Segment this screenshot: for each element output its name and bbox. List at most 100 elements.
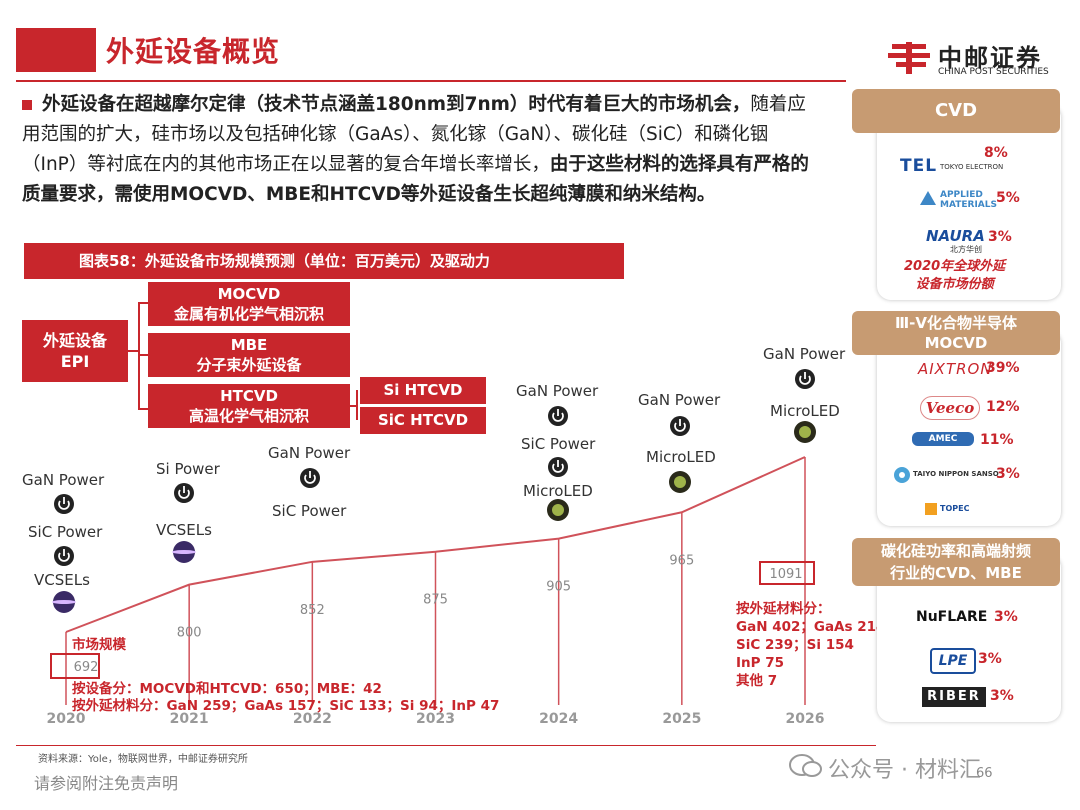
- disclaimer: 请参阅附注免责声明: [34, 774, 179, 793]
- driver-2025-microled: MicroLED: [646, 448, 716, 466]
- china-post-logo-icon: [888, 42, 930, 74]
- topec-logo: TOPEC: [940, 504, 970, 513]
- epi-root-box: 外延设备 EPI: [22, 320, 128, 382]
- anno-2026-line: GaN 402；GaAs 214: [736, 619, 886, 635]
- logo-subtext: CHINA POST SECURITIES: [938, 67, 1049, 77]
- driver-2021-vcsel: VCSELs: [156, 521, 212, 539]
- mocvd-panel: [877, 330, 1061, 526]
- microled-icon: [799, 426, 811, 438]
- driver-2021-si: Si Power: [156, 460, 220, 478]
- x-tick-label: 2020: [47, 711, 86, 727]
- tel-logo: TEL: [900, 156, 938, 176]
- x-tick-label: 2022: [293, 711, 332, 727]
- sic-panel-title-line: 碳化硅功率和高端射频: [880, 542, 1031, 560]
- driver-2026-microled: MicroLED: [770, 402, 840, 420]
- driver-2020-vcsel: VCSELs: [34, 571, 90, 589]
- tree-connector: [138, 408, 148, 410]
- x-tick-label: 2021: [170, 711, 209, 727]
- annotation-by-equipment: 按设备分：MOCVD和HTCVD：650；MBE：42: [72, 681, 382, 697]
- power-icon: [58, 552, 70, 562]
- htcvd-box: HTCVD 高温化学气相沉积: [148, 384, 350, 428]
- anno-2026-line: SiC 239；Si 154: [736, 637, 854, 653]
- power-icon: [178, 489, 190, 499]
- tree-connector: [128, 350, 138, 352]
- chart-caption: 图表58：外延设备市场规模预测（单位：百万美元）及驱动力: [24, 243, 624, 279]
- mocvd-panel-title-line: MOCVD: [924, 334, 988, 352]
- taiyo-nippon-sanso-icon: [894, 467, 910, 483]
- mocvd-panel-title: Ⅲ-Ⅴ化合物半导体 MOCVD: [852, 311, 1060, 355]
- power-icon: [552, 463, 564, 473]
- anno-2026-line: 按外延材料分：: [736, 601, 831, 617]
- si-htcvd-box: Si HTCVD: [360, 377, 486, 404]
- driver-2022-gan: GaN Power: [268, 444, 351, 462]
- value-label: 965: [669, 553, 694, 568]
- wechat-icon: [789, 754, 822, 777]
- intro-normal: 随着应用范围的扩大，硅市场以及包括砷化镓（GaAs）、氮化镓（GaN）、碳化硅（…: [22, 94, 806, 175]
- value-highlight-box: [759, 561, 815, 585]
- htcvd-desc: 高温化学气相沉积: [188, 407, 309, 425]
- cvd-note: 2020年全球外延 设备市场份额: [904, 258, 1005, 294]
- value-label: 852: [300, 603, 325, 618]
- intro-paragraph: 外延设备在超越摩尔定律（技术节点涵盖180nm到7nm）时代有着巨大的市场机会，…: [22, 90, 822, 210]
- veeco-logo: Veeco: [920, 396, 980, 420]
- mocvd-box: MOCVD 金属有机化学气相沉积: [148, 282, 350, 326]
- topec-icon: [925, 503, 937, 515]
- annotation-by-material-2020: 按外延材料分：GaN 259；GaAs 157；SiC 133；Si 94；In…: [72, 698, 500, 714]
- cvd-panel-title: CVD: [852, 89, 1060, 133]
- veeco-share: 12%: [986, 399, 1020, 415]
- tree-connector: [138, 302, 148, 304]
- value-highlight-box: [50, 653, 100, 679]
- cvd-note-line: 设备市场份额: [915, 277, 994, 292]
- power-icon: [674, 422, 686, 432]
- microled-icon: [674, 476, 686, 488]
- intro-bold-2: 由于这些材料的选择具有严格的质量要求，需使用MOCVD、MBE和HTCVD等外延…: [22, 154, 809, 205]
- title-accent-bar: [16, 28, 96, 72]
- riber-share: 3%: [990, 688, 1014, 704]
- value-label: 1091: [769, 567, 802, 582]
- sic-htcvd-box: SiC HTCVD: [360, 407, 486, 434]
- mbe-title: MBE: [230, 336, 268, 354]
- watermark: 公众号 · 材料汇: [828, 758, 981, 783]
- tel-share: 8%: [984, 145, 1008, 161]
- value-label: 800: [177, 626, 202, 641]
- epi-root-line1: 外延设备: [42, 331, 107, 350]
- mocvd-desc: 金属有机化学气相沉积: [173, 305, 324, 323]
- page-number: 66: [976, 766, 993, 781]
- value-label: 692: [74, 660, 99, 675]
- amec-logo: AMEC: [912, 432, 974, 446]
- power-icon: [552, 412, 564, 422]
- driver-2024-microled: MicroLED: [523, 482, 593, 500]
- cvd-panel: [877, 104, 1061, 300]
- driver-2020-gan: GaN Power: [22, 471, 105, 489]
- applied-share: 5%: [996, 190, 1020, 206]
- mbe-desc: 分子束外延设备: [196, 356, 302, 374]
- logo-text: 中邮证券: [938, 44, 1042, 72]
- anno-2026-line: 其他 7: [736, 673, 778, 689]
- market-size-line: [65, 456, 806, 633]
- driver-2026-gan: GaN Power: [763, 345, 846, 363]
- naura-logo: NAURA: [926, 227, 985, 245]
- naura-share: 3%: [988, 229, 1012, 245]
- tree-connector: [350, 405, 356, 407]
- driver-2020-sic: SiC Power: [28, 523, 103, 541]
- aixtron-logo: AIXTRON: [918, 360, 993, 378]
- naura-subtext: 北方华创: [950, 245, 982, 254]
- applied-materials-icon: [920, 191, 936, 205]
- footer-divider: [16, 745, 876, 746]
- lpe-share: 3%: [978, 651, 1002, 667]
- x-tick-label: 2024: [539, 711, 578, 727]
- driver-2024-gan: GaN Power: [516, 382, 599, 400]
- nuflare-logo: NuFLARE: [916, 609, 988, 625]
- microled-icon: [552, 504, 564, 516]
- htcvd-title: HTCVD: [220, 387, 278, 405]
- market-size-chart: 2020 2021 2022 2023 2024 2025 2026 692 800 852 875…: [47, 369, 824, 727]
- lpe-logo: LPE: [930, 648, 976, 674]
- bullet-icon: [22, 100, 32, 110]
- vcsel-icon: [52, 600, 76, 604]
- tel-subtext: TOKYO ELECTRON: [940, 163, 1004, 171]
- nuflare-share: 3%: [994, 609, 1018, 625]
- mbe-box: MBE 分子束外延设备: [148, 333, 350, 377]
- value-label: 875: [423, 593, 448, 608]
- series-label: 市场规模: [72, 637, 126, 653]
- title-divider: [16, 80, 846, 82]
